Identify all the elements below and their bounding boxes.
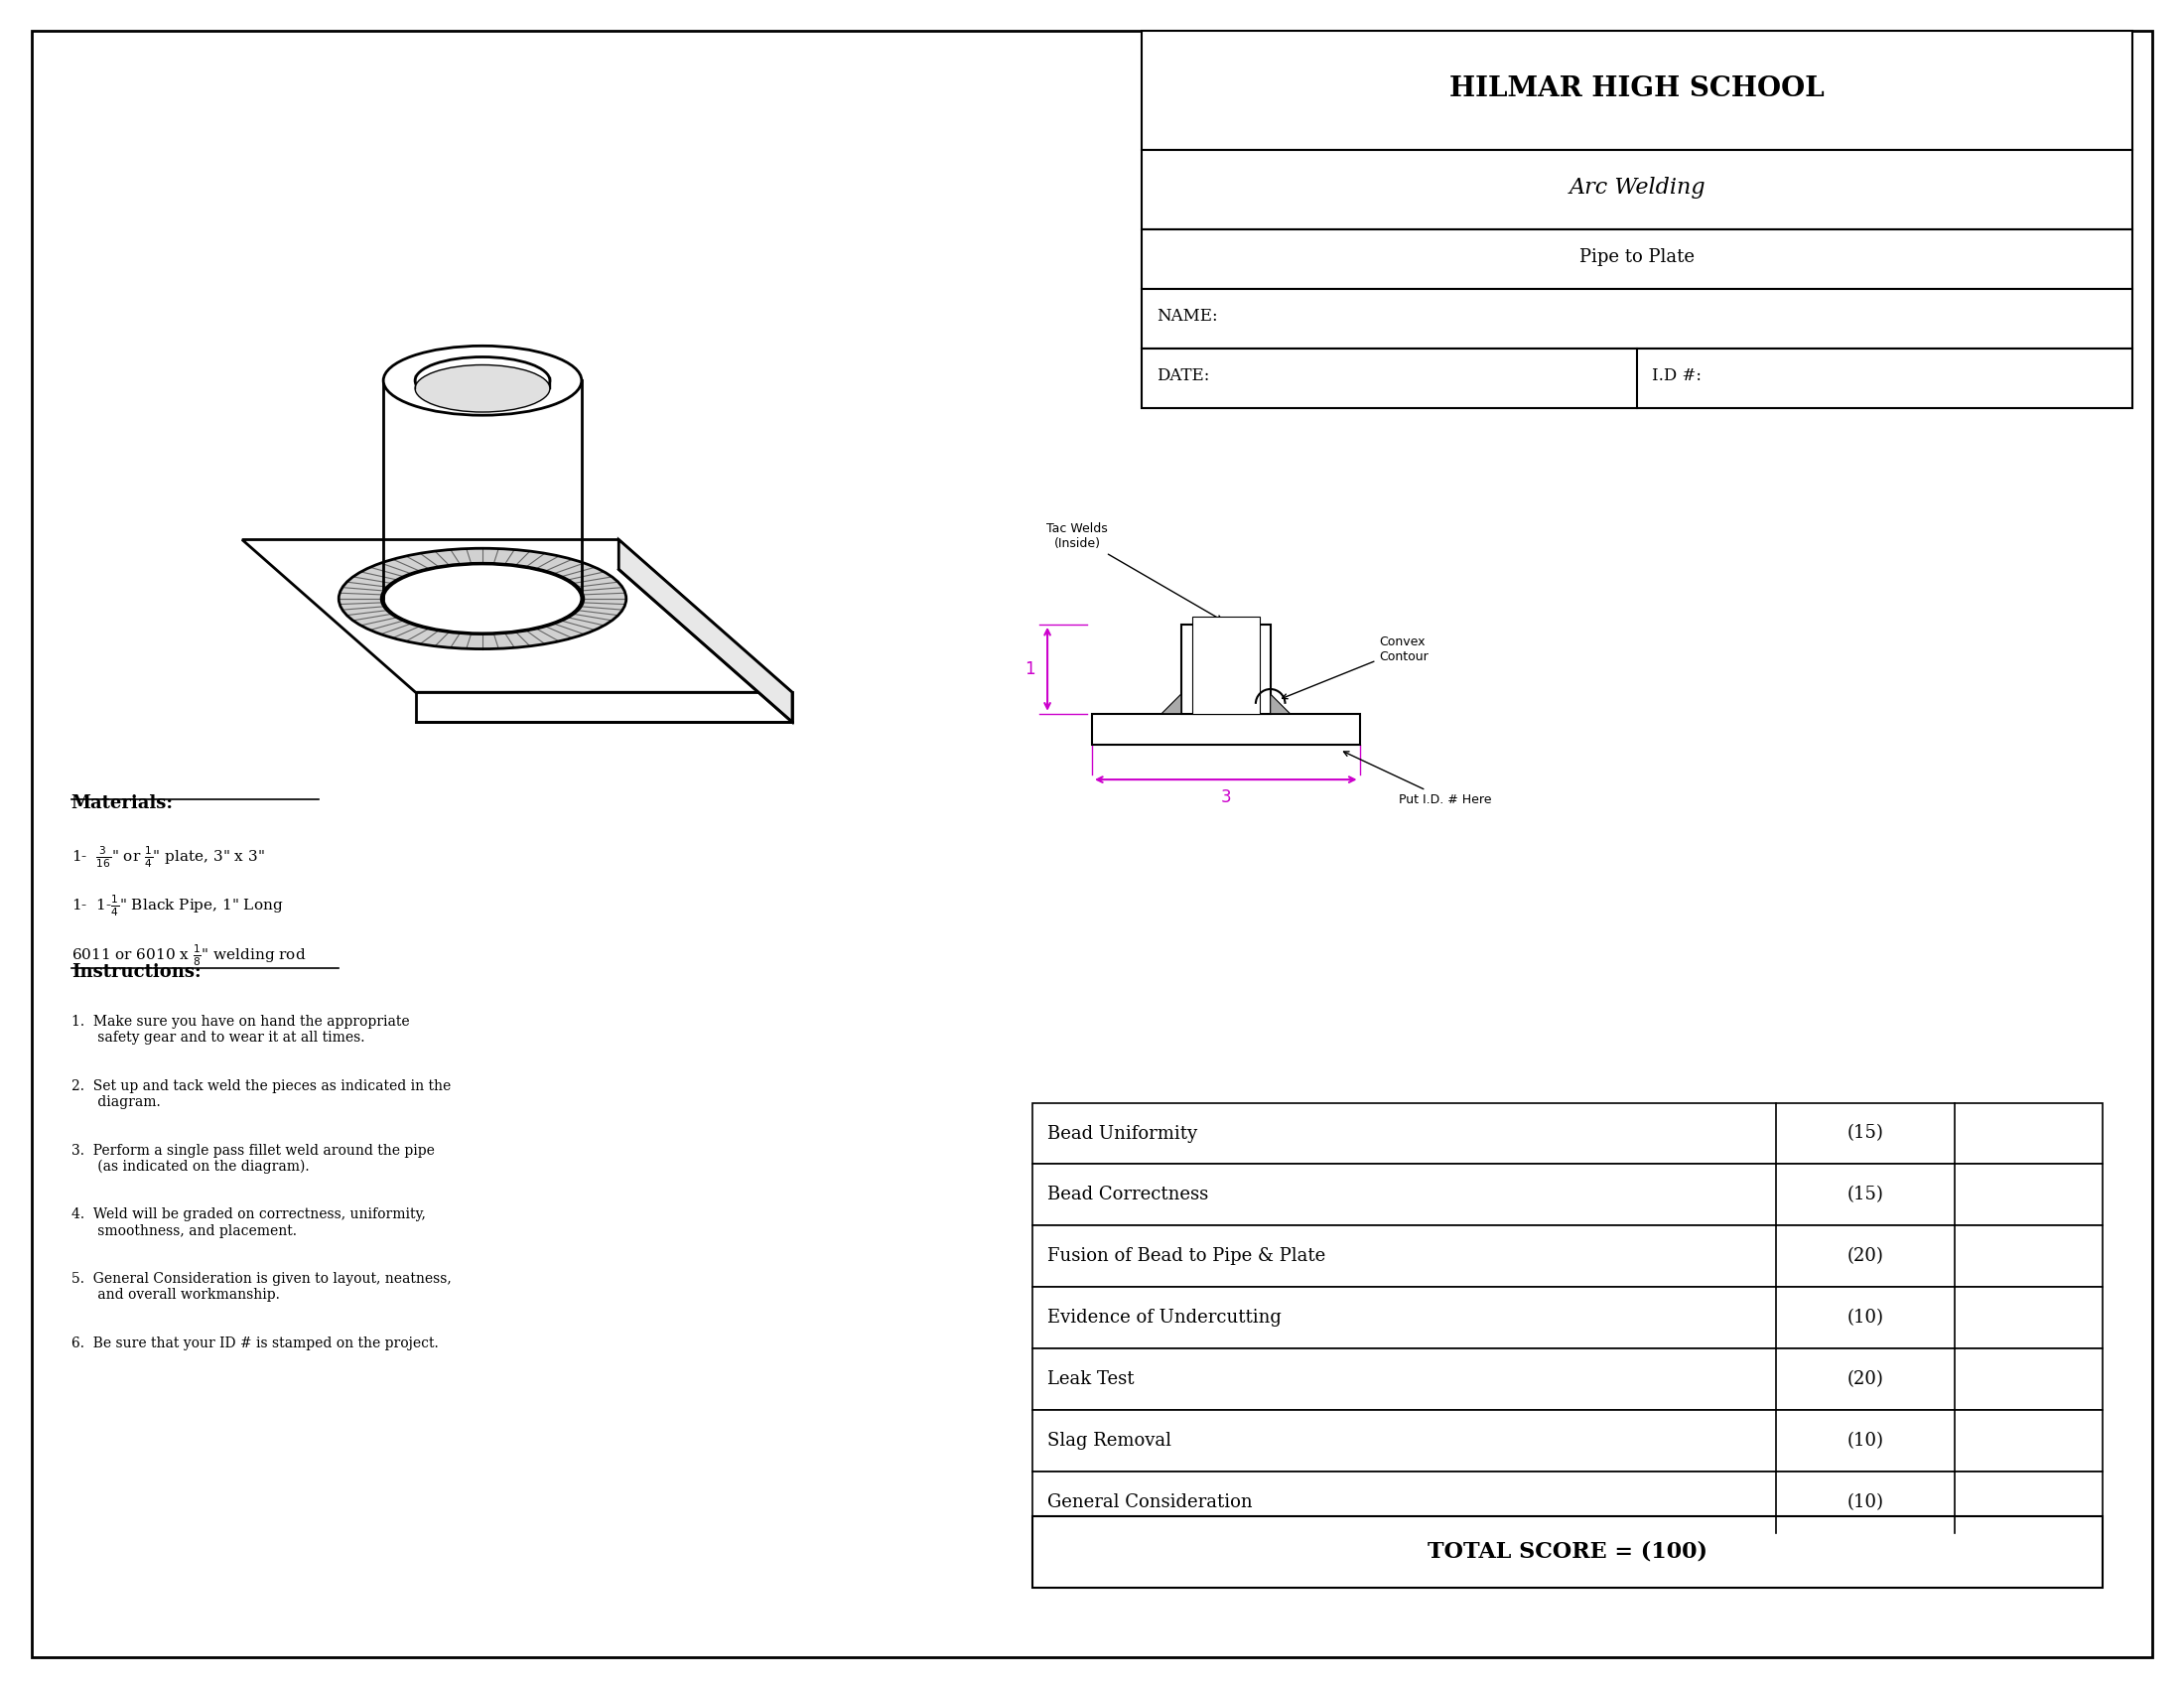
- FancyBboxPatch shape: [1142, 150, 2132, 230]
- Text: (20): (20): [1848, 1247, 1883, 1266]
- Text: 1: 1: [1024, 660, 1035, 679]
- Text: 1-  $\frac{3}{16}$" or $\frac{1}{4}$" plate, 3" x 3": 1- $\frac{3}{16}$" or $\frac{1}{4}$" pla…: [72, 844, 264, 869]
- Bar: [1182, 625, 1271, 714]
- Text: (10): (10): [1848, 1494, 1883, 1511]
- FancyBboxPatch shape: [1142, 348, 2132, 408]
- Ellipse shape: [415, 365, 550, 412]
- Ellipse shape: [415, 356, 550, 403]
- Text: Leak Test: Leak Test: [1048, 1371, 1133, 1388]
- Bar: [1033, 1288, 2103, 1349]
- FancyBboxPatch shape: [1142, 289, 2132, 348]
- Polygon shape: [339, 549, 627, 648]
- Bar: [1033, 1102, 2103, 1165]
- Text: HILMAR HIGH SCHOOL: HILMAR HIGH SCHOOL: [1450, 76, 1824, 101]
- Text: Convex
Contour: Convex Contour: [1282, 635, 1428, 699]
- Text: (15): (15): [1848, 1187, 1883, 1204]
- Polygon shape: [1162, 694, 1182, 714]
- Text: 2.  Set up and tack weld the pieces as indicated in the
      diagram.: 2. Set up and tack weld the pieces as in…: [72, 1079, 450, 1109]
- Text: 1.  Make sure you have on hand the appropriate
      safety gear and to wear it : 1. Make sure you have on hand the approp…: [72, 1014, 408, 1045]
- Text: TOTAL SCORE = (100): TOTAL SCORE = (100): [1428, 1541, 1708, 1563]
- Bar: [1192, 616, 1260, 714]
- Text: Materials:: Materials:: [72, 795, 173, 812]
- Text: 5.  General Consideration is given to layout, neatness,
      and overall workma: 5. General Consideration is given to lay…: [72, 1273, 452, 1301]
- Polygon shape: [242, 540, 793, 692]
- Text: 3.  Perform a single pass fillet weld around the pipe
      (as indicated on the: 3. Perform a single pass fillet weld aro…: [72, 1143, 435, 1173]
- Bar: [1033, 1165, 2103, 1225]
- Text: (20): (20): [1848, 1371, 1883, 1388]
- Bar: [1033, 1472, 2103, 1533]
- Text: Bead Correctness: Bead Correctness: [1048, 1187, 1208, 1204]
- Text: 6.  Be sure that your ID # is stamped on the project.: 6. Be sure that your ID # is stamped on …: [72, 1337, 439, 1350]
- Text: 1-  1-$\frac{1}{4}$" Black Pipe, 1" Long: 1- 1-$\frac{1}{4}$" Black Pipe, 1" Long: [72, 893, 284, 918]
- Bar: [1033, 1516, 2103, 1587]
- Text: DATE:: DATE:: [1155, 368, 1210, 385]
- FancyBboxPatch shape: [1142, 30, 2132, 150]
- Text: 4.  Weld will be graded on correctness, uniformity,
      smoothness, and placem: 4. Weld will be graded on correctness, u…: [72, 1209, 426, 1237]
- Polygon shape: [415, 692, 793, 722]
- Text: (15): (15): [1848, 1124, 1883, 1143]
- Text: NAME:: NAME:: [1155, 309, 1219, 326]
- Text: Put I.D. # Here: Put I.D. # Here: [1343, 751, 1492, 805]
- Ellipse shape: [384, 564, 581, 633]
- Text: 3: 3: [1221, 788, 1232, 807]
- Polygon shape: [618, 540, 793, 722]
- Text: 6011 or 6010 x $\frac{1}{8}$" welding rod: 6011 or 6010 x $\frac{1}{8}$" welding ro…: [72, 944, 306, 969]
- Text: (10): (10): [1848, 1308, 1883, 1327]
- Text: Instructions:: Instructions:: [72, 962, 201, 981]
- Text: Arc Welding: Arc Welding: [1568, 177, 1706, 199]
- Text: I.D #:: I.D #:: [1651, 368, 1701, 385]
- Text: Evidence of Undercutting: Evidence of Undercutting: [1048, 1308, 1282, 1327]
- Bar: [1033, 1225, 2103, 1288]
- Text: Fusion of Bead to Pipe & Plate: Fusion of Bead to Pipe & Plate: [1048, 1247, 1326, 1266]
- Ellipse shape: [384, 346, 581, 415]
- Text: Bead Uniformity: Bead Uniformity: [1048, 1124, 1197, 1143]
- Text: Pipe to Plate: Pipe to Plate: [1579, 248, 1695, 267]
- Text: (10): (10): [1848, 1431, 1883, 1450]
- Polygon shape: [1271, 694, 1291, 714]
- Bar: [1033, 1349, 2103, 1409]
- Bar: [1092, 714, 1361, 744]
- Text: General Consideration: General Consideration: [1048, 1494, 1251, 1511]
- FancyBboxPatch shape: [1142, 230, 2132, 289]
- Text: Slag Removal: Slag Removal: [1048, 1431, 1171, 1450]
- Bar: [1033, 1409, 2103, 1472]
- FancyBboxPatch shape: [31, 30, 2153, 1658]
- Text: Tac Welds
(Inside): Tac Welds (Inside): [1046, 522, 1223, 619]
